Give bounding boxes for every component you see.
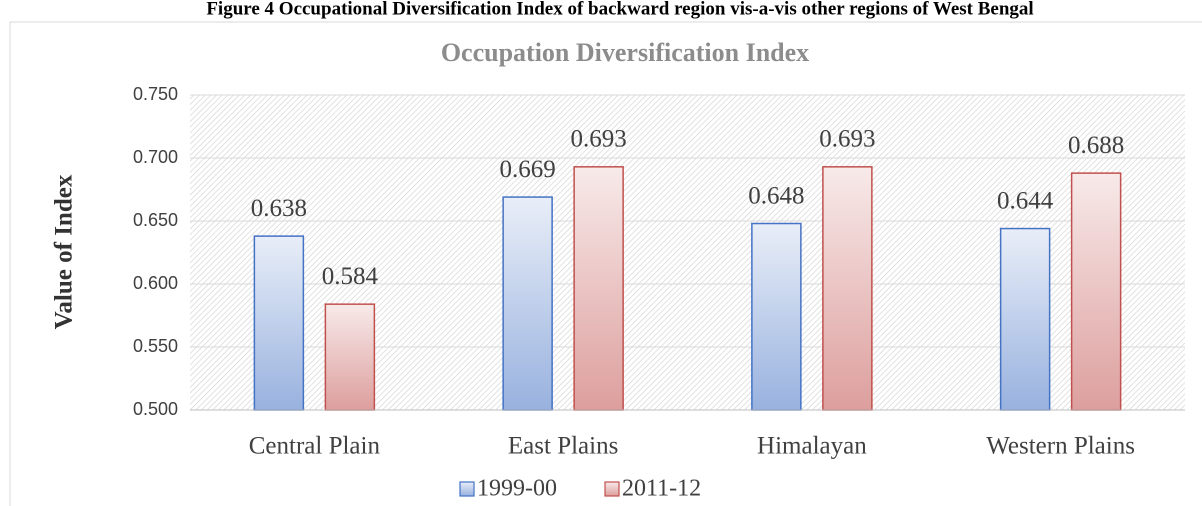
bar [999,227,1051,411]
y-tick-label: 0.550 [133,336,178,356]
legend-label: 1999-00 [477,476,557,502]
bar [751,222,802,411]
bar [1070,172,1122,411]
data-label: 0.648 [748,182,804,209]
x-tick-label: East Plains [508,433,618,460]
figure-caption: Figure 4 Occupational Diversification In… [206,0,1033,19]
legend-swatch [604,481,620,497]
chart-title: Occupation Diversification Index [441,38,809,67]
data-label: 0.693 [819,126,875,153]
data-label: 0.669 [500,156,556,183]
x-tick-label: Himalayan [757,433,867,460]
y-tick-label: 0.650 [133,210,178,230]
bar [253,235,305,411]
y-axis-label: Value of Index [51,174,78,329]
y-tick-label: 0.600 [133,273,178,293]
chart-border [9,21,1202,506]
data-label: 0.644 [997,187,1054,214]
x-tick-label: Western Plains [986,433,1135,460]
y-tick-label: 0.750 [133,84,178,104]
x-tick-label: Central Plain [249,433,381,460]
bar [573,166,624,411]
data-label: 0.584 [322,263,379,290]
data-label: 0.688 [1068,132,1124,159]
data-label: 0.693 [571,126,627,153]
y-tick-label: 0.700 [133,147,178,167]
legend-swatch [459,481,475,497]
bar [502,196,553,411]
bar [822,166,873,411]
bar [324,303,376,411]
legend-label: 2011-12 [622,476,701,502]
y-tick-label: 0.500 [133,399,178,419]
data-label: 0.638 [251,195,307,222]
